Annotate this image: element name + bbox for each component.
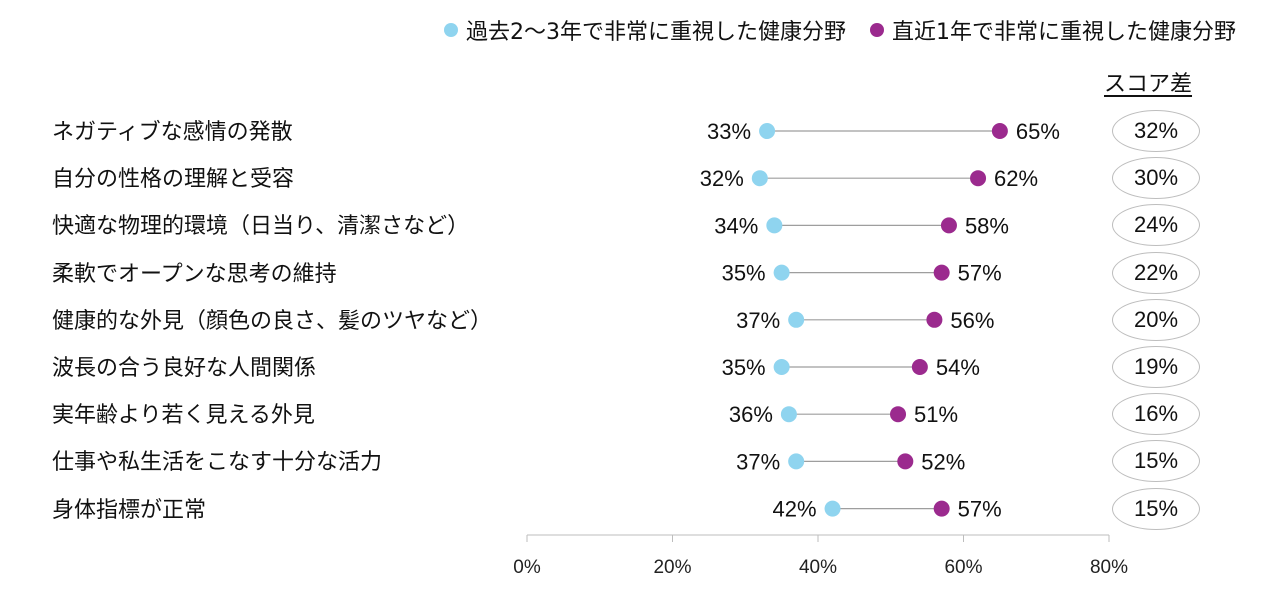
- past-value-label: 37%: [736, 449, 780, 474]
- recent-value-label: 57%: [958, 261, 1002, 286]
- past-point: [788, 453, 805, 470]
- legend-label-past: 過去2〜3年で非常に重視した健康分野: [466, 20, 846, 45]
- x-tick-label: 40%: [799, 557, 837, 578]
- past-value-label: 32%: [700, 166, 744, 191]
- category-label: 仕事や私生活をこなす十分な活力: [52, 450, 383, 476]
- recent-point: [933, 264, 950, 281]
- past-value-label: 36%: [729, 402, 773, 427]
- past-point: [773, 359, 790, 375]
- recent-point: [911, 359, 928, 375]
- recent-point: [970, 170, 987, 187]
- x-tick-label: 20%: [653, 557, 691, 578]
- past-point: [766, 217, 783, 234]
- score-diff-badge: 16%: [1112, 393, 1200, 436]
- x-tick-label: 60%: [944, 557, 982, 578]
- recent-point: [897, 453, 914, 470]
- recent-value-label: 52%: [921, 449, 965, 474]
- score-diff-badge: 19%: [1112, 346, 1200, 388]
- recent-point: [991, 123, 1008, 139]
- past-point: [773, 264, 790, 281]
- legend-label-recent: 直近1年で非常に重視した健康分野: [892, 20, 1236, 45]
- score-diff-badge: 20%: [1112, 298, 1200, 341]
- score-diff-badge: 15%: [1112, 487, 1200, 530]
- past-value-label: 35%: [722, 355, 766, 380]
- past-point: [788, 311, 805, 328]
- recent-value-label: 56%: [950, 308, 994, 333]
- recent-point: [890, 406, 907, 423]
- score-diff-badge: 22%: [1112, 251, 1200, 294]
- legend-dot-past: [444, 23, 458, 37]
- category-label: 波長の合う良好な人間関係: [52, 356, 317, 381]
- legend-dot-recent: [870, 23, 884, 37]
- legend-item-past: 過去2〜3年で非常に重視した健康分野: [444, 14, 846, 46]
- category-label: ネガティブな感情の発散: [52, 120, 293, 145]
- score-diff-badge: 32%: [1112, 110, 1200, 152]
- recent-value-label: 51%: [914, 402, 958, 427]
- category-label: 自分の性格の理解と受容: [52, 167, 295, 193]
- category-label: 実年齢より若く見える外見: [52, 403, 315, 429]
- past-value-label: 37%: [736, 308, 780, 333]
- past-point: [824, 500, 841, 517]
- past-point: [759, 123, 776, 139]
- past-value-label: 42%: [773, 497, 817, 522]
- past-point: [780, 406, 797, 423]
- legend: 過去2〜3年で非常に重視した健康分野 直近1年で非常に重視した健康分野: [444, 14, 1236, 46]
- past-value-label: 33%: [707, 119, 751, 144]
- category-label: 柔軟でオープンな思考の維持: [52, 261, 337, 287]
- recent-value-label: 57%: [958, 497, 1002, 522]
- past-point: [751, 170, 768, 187]
- recent-value-label: 65%: [1016, 119, 1060, 144]
- category-label: 身体指標が正常: [52, 497, 207, 523]
- recent-point: [933, 500, 950, 517]
- recent-value-label: 54%: [936, 355, 980, 380]
- past-value-label: 35%: [722, 261, 766, 286]
- recent-point: [940, 217, 957, 234]
- score-diff-badge: 24%: [1112, 204, 1200, 247]
- recent-value-label: 58%: [965, 213, 1009, 238]
- score-diff-header: スコア差: [1104, 72, 1193, 97]
- x-tick-label: 0%: [513, 557, 541, 578]
- legend-item-recent: 直近1年で非常に重視した健康分野: [870, 14, 1236, 46]
- recent-point: [926, 311, 943, 328]
- recent-value-label: 62%: [994, 166, 1038, 191]
- score-diff-badge: 15%: [1112, 440, 1200, 483]
- category-label: 健康的な外見（顔色の良さ、髪のツヤなど）: [52, 308, 493, 334]
- category-label: 快適な物理的環境（日当り、清潔さなど）: [52, 214, 470, 240]
- past-value-label: 34%: [714, 213, 758, 238]
- x-tick-label: 80%: [1090, 557, 1128, 578]
- score-diff-badge: 30%: [1112, 157, 1200, 200]
